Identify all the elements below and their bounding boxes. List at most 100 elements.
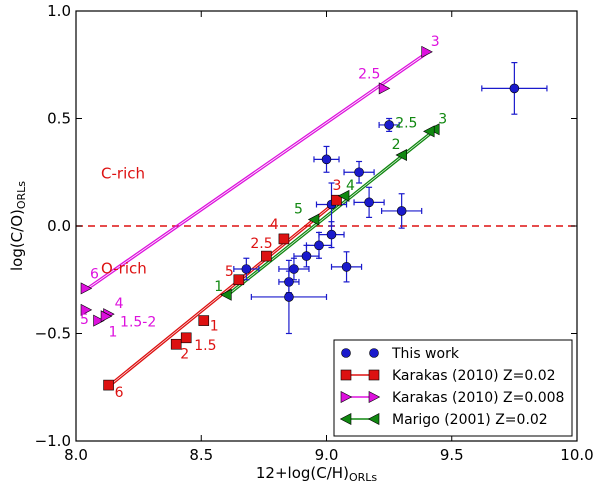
series-marker xyxy=(395,149,407,162)
legend-marker xyxy=(368,369,380,381)
observation-marker xyxy=(396,206,407,216)
y-tick-label: −1.0 xyxy=(35,432,71,450)
mass-label: 2.5 xyxy=(358,66,380,82)
legend-entry: Karakas (2010) Z=0.02 xyxy=(340,368,556,384)
x-axis-label-sub: ORLs xyxy=(349,471,377,484)
series-marker xyxy=(307,213,320,226)
observation-point xyxy=(343,160,375,184)
series-line-2-b xyxy=(225,131,435,298)
x-axis-label-main: 12+log(C/H) xyxy=(256,464,349,482)
observation-marker xyxy=(314,240,324,251)
y-tick-label: 1.0 xyxy=(47,2,71,20)
observation-marker xyxy=(364,197,374,208)
series-marker xyxy=(198,315,210,326)
legend: This work Karakas (2010) Z=0.02 Karakas (2… xyxy=(333,339,573,437)
mass-label: 2 xyxy=(180,346,189,362)
x-tick-label: 10.0 xyxy=(560,446,593,464)
mass-label: 2.5 xyxy=(395,115,417,131)
y-axis-label-main: log(C/O) xyxy=(8,209,26,271)
mass-label: 4 xyxy=(270,217,279,233)
series-marker xyxy=(80,303,93,316)
legend-marker xyxy=(340,369,352,381)
series-line-1-a xyxy=(85,51,428,289)
mass-label: 1.5 xyxy=(194,338,216,354)
y-axis-label: log(C/O)ORLs xyxy=(8,181,28,271)
series-line-0-a xyxy=(108,199,337,386)
observation-point xyxy=(233,257,260,281)
series-marker xyxy=(100,310,113,323)
axes: 8.0 8.5 9.0 9.5 10.0 −1.0 −0.5 0.0 0.5 1.0 12+log(… xyxy=(8,2,594,484)
legend-marker xyxy=(341,348,351,358)
series-marker xyxy=(80,282,93,295)
mass-label: 4 xyxy=(346,178,355,194)
y-axis-label-sub: ORLs xyxy=(15,181,28,209)
mass-label: 1.5-2 xyxy=(120,314,156,330)
series-marker xyxy=(423,125,435,138)
mass-label: 5 xyxy=(294,202,303,218)
x-tick-label: 9.0 xyxy=(315,446,339,464)
mass-label: 2 xyxy=(392,137,401,153)
observation-point xyxy=(481,61,548,115)
observation-marker xyxy=(284,292,294,302)
x-tick-label: 9.5 xyxy=(440,446,464,464)
legend-entry: This work xyxy=(341,346,460,362)
region-label: C-rich xyxy=(101,165,145,183)
series-marker xyxy=(103,379,114,391)
series-marker xyxy=(261,250,272,262)
legend-label: Karakas (2010) Z=0.008 xyxy=(392,390,564,406)
mass-label: 2.5 xyxy=(250,236,272,252)
observation-marker xyxy=(341,262,352,272)
x-tick-label: 8.0 xyxy=(64,446,88,464)
observation-point xyxy=(250,259,328,335)
observation-point xyxy=(378,117,400,132)
mass-label: 3 xyxy=(431,34,440,50)
series-marker xyxy=(233,274,245,286)
observation-marker xyxy=(384,120,394,130)
observation-marker xyxy=(301,251,312,261)
series-marker xyxy=(180,332,192,344)
observation-marker xyxy=(289,264,299,274)
observation-point xyxy=(313,145,340,173)
legend-label: Marigo (2001) Z=0.02 xyxy=(392,412,548,428)
mass-label: 5 xyxy=(225,264,234,280)
mass-label: 3 xyxy=(333,178,342,194)
observation-point xyxy=(353,186,385,218)
series-line-1-b xyxy=(85,53,428,292)
y-tick-label: 0.0 xyxy=(47,217,71,235)
legend-marker xyxy=(369,348,379,358)
series-marker xyxy=(331,194,342,206)
mass-label: 4 xyxy=(115,296,124,312)
observation-point xyxy=(381,193,423,229)
observation-marker xyxy=(321,154,332,165)
y-tick-label: −0.5 xyxy=(35,325,71,343)
series-marker xyxy=(93,314,105,327)
observation-point xyxy=(278,257,310,281)
legend-marker xyxy=(368,391,381,403)
mass-label: 5 xyxy=(80,312,89,328)
mass-label: 6 xyxy=(115,385,124,401)
observation-marker xyxy=(326,229,337,240)
plot-area: 621.5152.54365411.5-22.53154232.5C-richO… xyxy=(76,34,577,401)
legend-marker xyxy=(340,391,353,403)
observation-marker xyxy=(354,167,364,178)
legend-entry: Marigo (2001) Z=0.02 xyxy=(339,412,548,428)
series-marker xyxy=(170,338,182,350)
observation-point xyxy=(330,251,363,283)
legend-marker xyxy=(367,413,380,425)
series-marker xyxy=(378,82,391,95)
legend-label: Karakas (2010) Z=0.02 xyxy=(392,368,556,384)
legend-marker xyxy=(339,413,352,425)
x-tick-label: 8.5 xyxy=(189,446,213,464)
mass-label: 1 xyxy=(214,279,223,295)
plot-clipped xyxy=(76,45,577,391)
legend-entry: Karakas (2010) Z=0.008 xyxy=(340,390,564,406)
series-marker xyxy=(421,45,433,58)
series-marker xyxy=(278,233,290,245)
legend-label: This work xyxy=(391,346,460,362)
observation-point xyxy=(293,244,320,268)
observation-marker xyxy=(509,83,520,94)
mass-label: 3 xyxy=(438,111,447,127)
region-label: O-rich xyxy=(101,259,147,277)
mass-label: 1 xyxy=(210,319,219,335)
